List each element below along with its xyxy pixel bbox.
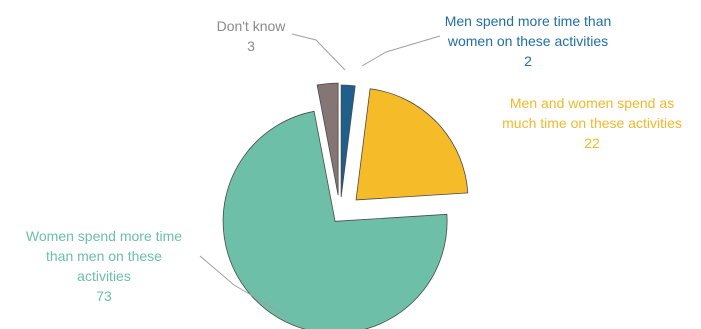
pie-slice <box>355 88 469 201</box>
slice-label-line: activities <box>77 268 131 284</box>
slice-label: Men spend more time than women on these a… <box>445 13 612 69</box>
slice-label: Women spend more time than men on these ac… <box>26 228 182 304</box>
slice-value-label: 22 <box>584 135 600 151</box>
slice-label-line: Women spend more time <box>26 228 182 244</box>
leader-line <box>291 33 346 71</box>
leader-line <box>199 255 286 316</box>
slice-label-line: much time on these activities <box>502 115 682 131</box>
slice-label: Don't know 3 <box>217 18 287 54</box>
pie-slice <box>222 110 448 329</box>
pie-slice <box>316 82 339 196</box>
slice-value-label: 73 <box>96 288 112 304</box>
slice-label: Men and women spend as much time on these… <box>502 95 682 151</box>
slice-value-label: 2 <box>524 53 532 69</box>
leader-line <box>361 35 441 67</box>
slice-label-line: Don't know <box>217 18 287 34</box>
slice-label-line: Men and women spend as <box>510 95 674 111</box>
slice-label-line: women on these activities <box>447 33 608 49</box>
slice-label-line: Men spend more time than <box>445 13 612 29</box>
slice-value-label: 3 <box>247 38 255 54</box>
slice-label-line: than men on these <box>46 248 162 264</box>
pie-slice <box>340 84 356 198</box>
